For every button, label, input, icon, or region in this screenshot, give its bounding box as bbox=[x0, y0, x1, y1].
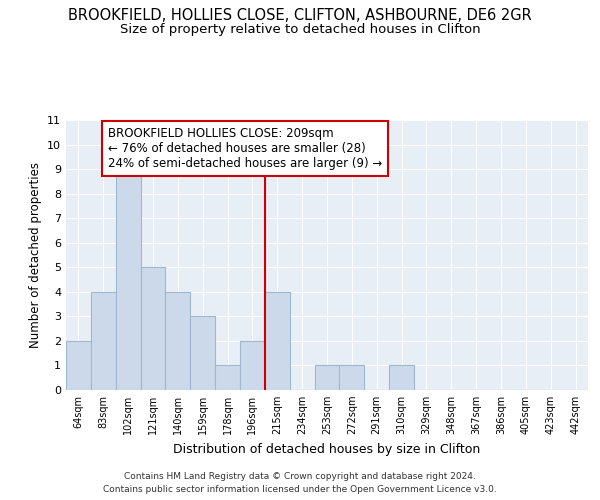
Text: BROOKFIELD, HOLLIES CLOSE, CLIFTON, ASHBOURNE, DE6 2GR: BROOKFIELD, HOLLIES CLOSE, CLIFTON, ASHB… bbox=[68, 8, 532, 22]
Y-axis label: Number of detached properties: Number of detached properties bbox=[29, 162, 41, 348]
Bar bbox=[389, 366, 414, 390]
Bar bbox=[190, 316, 215, 390]
X-axis label: Distribution of detached houses by size in Clifton: Distribution of detached houses by size … bbox=[173, 442, 481, 456]
Bar bbox=[240, 341, 265, 390]
Bar bbox=[265, 292, 290, 390]
Bar bbox=[166, 292, 190, 390]
Text: Size of property relative to detached houses in Clifton: Size of property relative to detached ho… bbox=[119, 22, 481, 36]
Bar bbox=[66, 341, 91, 390]
Bar bbox=[91, 292, 116, 390]
Bar bbox=[314, 366, 340, 390]
Bar bbox=[140, 268, 166, 390]
Text: Contains public sector information licensed under the Open Government Licence v3: Contains public sector information licen… bbox=[103, 485, 497, 494]
Text: BROOKFIELD HOLLIES CLOSE: 209sqm
← 76% of detached houses are smaller (28)
24% o: BROOKFIELD HOLLIES CLOSE: 209sqm ← 76% o… bbox=[108, 128, 383, 170]
Bar bbox=[340, 366, 364, 390]
Bar bbox=[116, 169, 140, 390]
Bar bbox=[215, 366, 240, 390]
Text: Contains HM Land Registry data © Crown copyright and database right 2024.: Contains HM Land Registry data © Crown c… bbox=[124, 472, 476, 481]
